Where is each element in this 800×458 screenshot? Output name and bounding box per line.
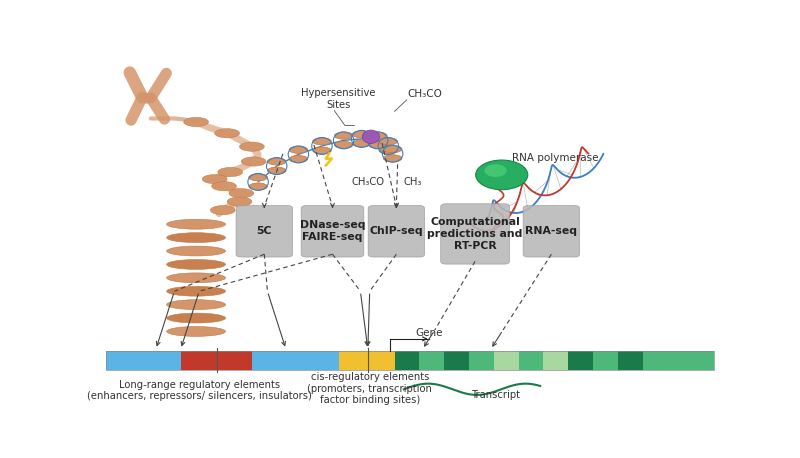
Ellipse shape	[334, 132, 353, 139]
Circle shape	[476, 160, 528, 190]
Text: RNA polymerase: RNA polymerase	[513, 153, 599, 163]
Ellipse shape	[313, 147, 331, 154]
Ellipse shape	[379, 138, 398, 145]
Ellipse shape	[211, 181, 237, 191]
Ellipse shape	[166, 300, 226, 310]
Ellipse shape	[214, 129, 239, 138]
Ellipse shape	[166, 286, 226, 296]
Text: CH₃: CH₃	[404, 177, 422, 187]
Bar	[181, 351, 252, 370]
Ellipse shape	[166, 246, 226, 256]
Ellipse shape	[166, 233, 226, 243]
Text: Computational
predictions and
RT-PCR: Computational predictions and RT-PCR	[427, 218, 522, 251]
Ellipse shape	[289, 146, 308, 153]
Text: 5C: 5C	[257, 226, 272, 236]
Text: Transcript: Transcript	[471, 390, 520, 400]
Bar	[106, 351, 181, 370]
Text: Long-range regulatory elements
(enhancers, repressors/ silencers, insulators): Long-range regulatory elements (enhancer…	[86, 380, 312, 401]
Ellipse shape	[383, 146, 402, 153]
Ellipse shape	[267, 167, 286, 174]
Ellipse shape	[166, 219, 226, 229]
Ellipse shape	[289, 155, 308, 163]
Text: Gene: Gene	[415, 328, 442, 338]
Ellipse shape	[166, 273, 226, 283]
Text: ChIP-seq: ChIP-seq	[370, 226, 423, 236]
Ellipse shape	[362, 130, 380, 143]
Ellipse shape	[166, 313, 226, 323]
Text: Hypersensitive
Sites: Hypersensitive Sites	[302, 88, 376, 109]
Text: cis-regulatory elements
(promoters, transcription
factor binding sites): cis-regulatory elements (promoters, tran…	[307, 372, 432, 405]
Ellipse shape	[242, 157, 266, 166]
Ellipse shape	[184, 117, 209, 126]
Bar	[543, 351, 568, 370]
Ellipse shape	[239, 142, 264, 151]
Ellipse shape	[229, 189, 254, 198]
Bar	[444, 351, 469, 370]
Ellipse shape	[166, 260, 226, 269]
Bar	[518, 351, 543, 370]
Ellipse shape	[369, 142, 387, 148]
Ellipse shape	[334, 142, 353, 148]
FancyBboxPatch shape	[441, 204, 510, 264]
Bar	[419, 351, 444, 370]
Text: DNase-seq
FAIRE-seq: DNase-seq FAIRE-seq	[300, 220, 366, 242]
Ellipse shape	[383, 155, 402, 162]
Ellipse shape	[218, 168, 242, 177]
Text: CH₃CO: CH₃CO	[407, 89, 442, 99]
Bar	[252, 351, 338, 370]
Circle shape	[485, 164, 506, 177]
Ellipse shape	[352, 131, 371, 138]
Bar	[642, 351, 714, 370]
Bar	[338, 351, 394, 370]
Ellipse shape	[249, 183, 267, 190]
Text: RNA-seq: RNA-seq	[526, 226, 578, 236]
FancyBboxPatch shape	[236, 206, 293, 257]
Ellipse shape	[210, 206, 235, 215]
Bar	[469, 351, 494, 370]
Ellipse shape	[202, 174, 227, 184]
Ellipse shape	[379, 147, 398, 154]
Bar	[568, 351, 593, 370]
Bar	[618, 351, 642, 370]
Ellipse shape	[166, 327, 226, 336]
Ellipse shape	[369, 132, 387, 139]
Ellipse shape	[352, 140, 371, 147]
Bar	[394, 351, 419, 370]
FancyBboxPatch shape	[368, 206, 425, 257]
Ellipse shape	[227, 197, 252, 206]
FancyBboxPatch shape	[523, 206, 579, 257]
Bar	[494, 351, 518, 370]
Ellipse shape	[267, 158, 286, 165]
Ellipse shape	[249, 174, 267, 181]
Ellipse shape	[313, 138, 331, 145]
Bar	[106, 351, 714, 370]
Bar	[593, 351, 618, 370]
Ellipse shape	[141, 93, 152, 104]
FancyBboxPatch shape	[301, 206, 364, 257]
Text: CH₃CO: CH₃CO	[351, 177, 384, 187]
